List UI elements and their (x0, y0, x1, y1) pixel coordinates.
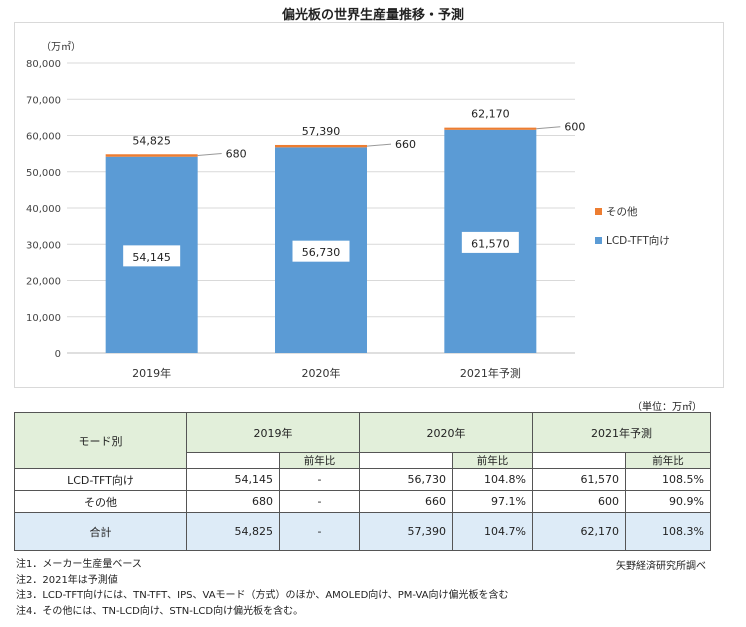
legend-label-other: その他 (606, 205, 638, 218)
cell-value: 57,390 (359, 512, 453, 551)
x-tick-label: 2021年予測 (460, 366, 521, 380)
footnote: 注4．その他には、TN-LCD向け、STN-LCD向け偏光板を含む。 (16, 605, 304, 617)
legend-swatch-other (595, 208, 602, 215)
header-blank (532, 452, 626, 469)
data-table: モード別 2019年 2020年 2021年予測 前年比 前年比 前年比 LCD… (14, 412, 711, 551)
y-tick-label: 80,000 (26, 59, 61, 70)
y-tick-label: 60,000 (26, 132, 61, 143)
cell-yoy: 108.3% (625, 512, 711, 551)
cell-value: 660 (359, 490, 453, 513)
data-label-box (292, 240, 350, 262)
header-year-2019: 2019年 (186, 412, 360, 453)
x-tick-label: 2019年 (132, 366, 171, 380)
header-blank (359, 452, 453, 469)
data-label-lcd-tft: 54,145 (132, 251, 171, 264)
y-tick-label: 30,000 (26, 240, 61, 251)
table-row: その他 680 - 660 97.1% 600 90.9% (14, 490, 711, 513)
bar-other (444, 127, 537, 130)
stacked-bar-chart: （万㎡） 0 10,000 20,000 30,000 40,000 50,000 60,00… (26, 41, 670, 380)
leader-line (197, 152, 222, 156)
page-title: 偏光板の世界生産量推移・予測 (281, 8, 464, 23)
cell-yoy: 104.7% (452, 512, 533, 551)
y-tick-label: 0 (55, 349, 61, 360)
table-total-row: 合計 54,825 - 57,390 104.7% 62,170 108.3% (14, 512, 711, 551)
cell-value: 62,170 (532, 512, 626, 551)
header-yoy: 前年比 (279, 452, 360, 469)
data-label-other: 660 (395, 138, 416, 151)
cell-value: 54,145 (186, 468, 280, 491)
data-label-total: 57,390 (302, 125, 341, 138)
header-year-2020: 2020年 (359, 412, 533, 453)
footnote: 注3．LCD-TFT向けには、TN-TFT、IPS、VAモード（方式）のほか、A… (16, 590, 509, 601)
unit-label: （万㎡） (41, 41, 81, 53)
y-tick-label: 70,000 (26, 95, 61, 106)
bar-other (275, 144, 367, 148)
cell-yoy: - (279, 468, 360, 491)
legend-swatch-lcd-tft (595, 237, 602, 244)
bar-other (105, 154, 198, 157)
data-label-other: 680 (226, 147, 247, 160)
cell-yoy: 108.5% (625, 468, 711, 491)
leader-line (366, 143, 392, 147)
cell-value: 600 (532, 490, 626, 513)
row-label: その他 (14, 490, 187, 513)
table-unit-note: （単位：万㎡） (632, 402, 702, 413)
data-label-box (461, 231, 519, 253)
header-yoy: 前年比 (452, 452, 533, 469)
data-label-lcd-tft: 61,570 (471, 237, 510, 250)
cell-yoy: 97.1% (452, 490, 533, 513)
footnote: 注1．メーカー生産量ベース (16, 559, 142, 570)
y-tick-label: 20,000 (26, 277, 61, 288)
cell-yoy: - (279, 512, 360, 551)
data-label-lcd-tft: 56,730 (302, 246, 341, 259)
header-blank (186, 452, 280, 469)
cell-value: 54,825 (186, 512, 280, 551)
source-credit: 矢野経済研究所調べ (616, 561, 706, 572)
leader-line (536, 126, 561, 130)
footnotes: 注1．メーカー生産量ベース 注2．2021年は予測値 注3．LCD-TFT向けに… (16, 557, 509, 619)
data-label-box (123, 245, 181, 267)
cell-value: 61,570 (532, 468, 626, 491)
y-tick-label: 50,000 (26, 168, 61, 179)
data-label-total: 54,825 (132, 134, 171, 147)
cell-yoy: 104.8% (452, 468, 533, 491)
header-mode: モード別 (14, 412, 187, 469)
y-tick-label: 40,000 (26, 204, 61, 215)
data-label-other: 600 (564, 121, 585, 134)
cell-yoy: 90.9% (625, 490, 711, 513)
legend-label-lcd-tft: LCD-TFT向け (606, 234, 670, 247)
row-label: LCD-TFT向け (14, 468, 187, 491)
chart-frame: （万㎡） 0 10,000 20,000 30,000 40,000 50,000 60,00… (14, 22, 724, 388)
x-tick-label: 2020年 (302, 366, 341, 380)
cell-value: 56,730 (359, 468, 453, 491)
cell-value: 680 (186, 490, 280, 513)
footnote: 注2．2021年は予測値 (16, 574, 118, 586)
row-label: 合計 (14, 512, 187, 551)
header-yoy: 前年比 (625, 452, 711, 469)
header-year-2021: 2021年予測 (532, 412, 711, 453)
data-label-total: 62,170 (471, 108, 510, 121)
cell-yoy: - (279, 490, 360, 513)
y-tick-label: 10,000 (26, 313, 61, 324)
table-row: LCD-TFT向け 54,145 - 56,730 104.8% 61,570 … (14, 468, 711, 491)
